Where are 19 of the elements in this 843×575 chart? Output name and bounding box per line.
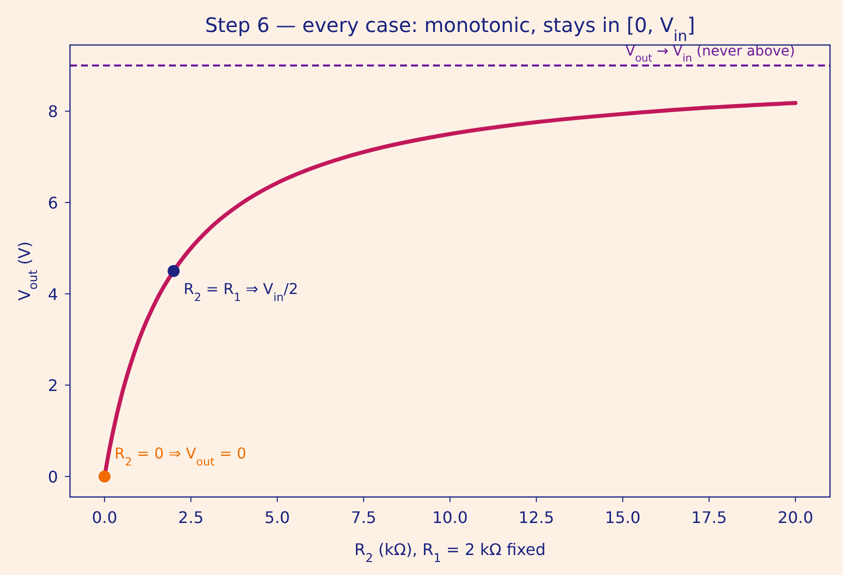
y-tick-label: 2 [48, 376, 58, 396]
x-tick-label: 5.0 [264, 508, 290, 527]
x-tick-label: 12.5 [518, 508, 554, 527]
ref-line-label: V$_{out}$ → V$_{in}$ (never above) [626, 44, 795, 65]
x-tick-label: 7.5 [350, 508, 376, 527]
x-tick-label: 0.0 [92, 508, 118, 527]
chart-title: Step 6 — every case: monotonic, stays in [0, V$_{in}$] [204, 13, 696, 45]
x-axis-title: R$_{2}$ (kΩ), R$_{1}$ = 2 kΩ fixed [354, 540, 546, 565]
x-tick-label: 15.0 [604, 508, 641, 527]
x-tick-label: 20.0 [778, 508, 814, 527]
y-tick-label: 0 [48, 467, 58, 486]
y-tick-label: 6 [48, 194, 58, 213]
annotation: R$_{2}$ = 0 ⇒ V$_{out}$ = 0 [114, 444, 246, 468]
x-tick-label: 2.5 [178, 508, 204, 527]
y-tick-label: 8 [48, 102, 58, 122]
annotation: R$_{2}$ = R$_{1}$ ⇒ V$_{in}$/2 [184, 280, 298, 304]
y-tick-label: 4 [48, 284, 58, 304]
x-tick-label: 17.5 [691, 508, 727, 527]
x-tick-label: 10.0 [432, 508, 468, 527]
